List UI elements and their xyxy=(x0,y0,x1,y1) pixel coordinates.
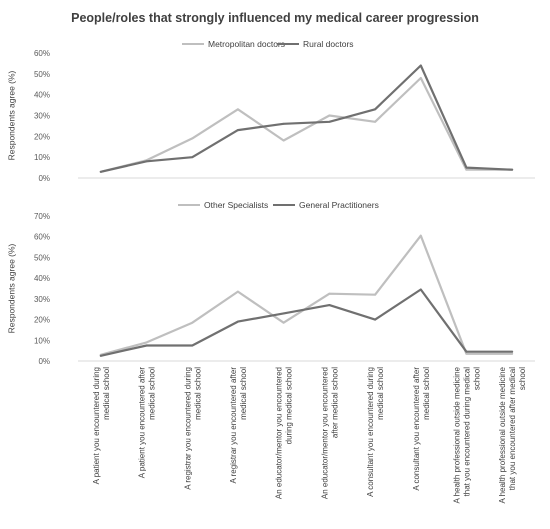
x-category-label: medical school xyxy=(376,367,385,420)
panel2-series-1-point xyxy=(237,290,239,293)
x-category-label: school xyxy=(518,367,527,390)
panel2-y-tick-label: 30% xyxy=(34,295,50,304)
x-category-label: medical school xyxy=(102,367,111,420)
panel2-y-tick-label: 50% xyxy=(34,253,50,262)
panel2-series-line-1 xyxy=(99,234,514,356)
panel2-series-1-point xyxy=(191,321,194,324)
x-category-label: medical school xyxy=(422,367,431,420)
panel1-series-2-point xyxy=(511,168,514,171)
panel1-series-1-point xyxy=(237,108,239,111)
x-category-label: during medical school xyxy=(285,367,294,445)
panel2-series-1-point xyxy=(419,234,422,237)
panel1-y-tick-label: 10% xyxy=(34,153,50,162)
panel2-series-1-point xyxy=(374,293,376,296)
x-category-label: medical school xyxy=(239,367,248,420)
panel1-y-tick-label: 30% xyxy=(34,112,50,121)
x-category-label: school xyxy=(472,367,481,390)
panel2-y-tick-label: 10% xyxy=(34,336,50,345)
panel2-y-tick-label: 20% xyxy=(34,316,50,325)
panel2-series-2-point xyxy=(511,350,514,353)
panel2-y-tick-label: 40% xyxy=(34,274,50,283)
panel2-y-tick-label: 60% xyxy=(34,233,50,242)
panel1-y-tick-label: 20% xyxy=(34,132,50,141)
panel1-series-2-point xyxy=(191,156,194,159)
panel2-series-2-point xyxy=(191,344,194,347)
panel2-legend-label-2: General Practitioners xyxy=(299,200,379,210)
panel2-series-line-2 xyxy=(99,288,514,357)
panel1-series-1-point xyxy=(282,139,285,142)
panel1-series-line-2 xyxy=(99,64,514,173)
x-category-label: A consultant you encountered during xyxy=(366,367,375,497)
panel1-series-1-point xyxy=(191,137,194,140)
x-category-label: A consultant you encountered after xyxy=(412,367,421,491)
panel1-series-2-point xyxy=(374,108,376,111)
panel1-series-2-point xyxy=(282,122,285,125)
x-category-label: A health professional outside medicine xyxy=(498,366,507,503)
panel1-series-2-point xyxy=(465,166,468,169)
x-category-label: An educator/mentor you encountered xyxy=(320,367,329,499)
panel1-y-tick-label: 50% xyxy=(34,70,50,79)
x-category-label: medical school xyxy=(148,367,157,420)
panel2-series-2-point xyxy=(282,312,285,315)
panel1-series-2-point xyxy=(99,170,102,173)
panel1-y-tick-label: 60% xyxy=(34,49,50,58)
panel2-y-tick-label: 0% xyxy=(38,357,50,366)
x-category-label: A health professional outside medicine xyxy=(452,366,461,503)
x-category-label: medical school xyxy=(193,367,202,420)
panel2-legend-label-1: Other Specialists xyxy=(204,200,268,210)
panel2-y-tick-label: 70% xyxy=(34,212,50,221)
panel1-y-axis-label: Respondents agree (%) xyxy=(6,70,16,160)
panel2-series-1-point xyxy=(511,352,514,355)
panel2-series-2-point xyxy=(419,288,422,291)
x-category-label: A patient you encountered after xyxy=(138,367,147,479)
panel2-series-1-point xyxy=(145,341,148,344)
panel1-series-1-point xyxy=(328,114,331,117)
x-category-label: after medical school xyxy=(330,367,339,438)
panel1-series-2-point xyxy=(419,64,422,67)
x-category-label: A registrar you encountered during xyxy=(183,367,192,490)
x-category-label: that you encountered after medical xyxy=(508,367,517,490)
panel2-y-axis-label: Respondents agree (%) xyxy=(6,243,16,333)
panel1-y-tick-label: 40% xyxy=(34,91,50,100)
chart-title: People/roles that strongly influenced my… xyxy=(71,11,479,25)
x-category-label: that you encountered during medical xyxy=(462,367,471,497)
panel1-series-1-point xyxy=(374,120,376,123)
panel2-series-2-point xyxy=(145,344,148,347)
panel2-series-2-point xyxy=(328,304,331,306)
panel2-series-2-point xyxy=(465,350,468,353)
panel2-series-2-point xyxy=(237,320,239,323)
panel2-series-1-point xyxy=(465,352,468,355)
panel2-series-2-point xyxy=(99,354,102,357)
panel1-series-1-point xyxy=(465,168,468,171)
panel1-series-2-point xyxy=(145,160,148,163)
panel2-series-1-point xyxy=(282,321,285,324)
x-category-label: An educator/mentor you encountered xyxy=(275,367,284,499)
panel1-series-2-point xyxy=(328,120,331,123)
x-category-label: A patient you encountered during xyxy=(92,367,101,484)
x-category-label: A registrar you encountered after xyxy=(229,367,238,484)
panel2-series-1-point xyxy=(328,292,331,295)
panel1-legend-label-2: Rural doctors xyxy=(303,39,354,49)
panel2-series-2-point xyxy=(374,318,376,321)
panel1-series-2-point xyxy=(237,129,239,131)
panel1-series-line-1 xyxy=(99,76,514,173)
panel1-y-tick-label: 0% xyxy=(38,174,50,183)
panel1-legend-label-1: Metropolitan doctors xyxy=(208,39,285,49)
panel1-series-1-point xyxy=(419,77,422,79)
